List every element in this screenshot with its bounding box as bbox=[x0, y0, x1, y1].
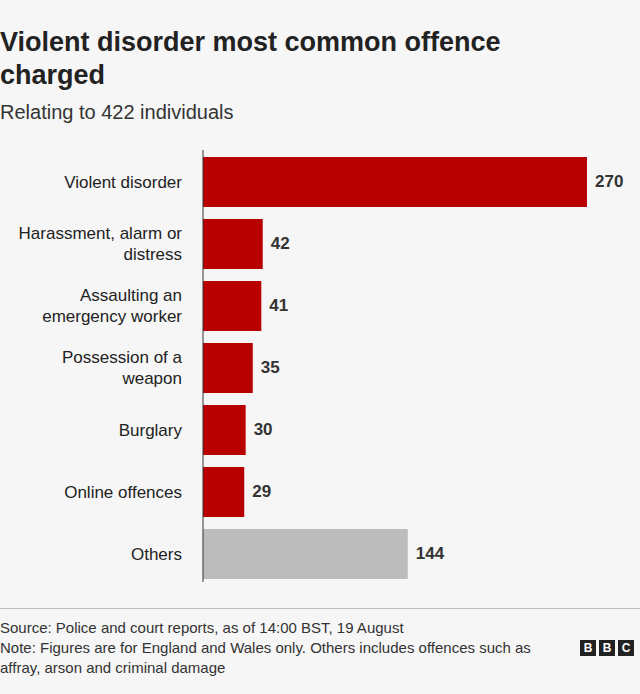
data-label: 270 bbox=[595, 172, 623, 192]
chart-root: Violent disorder most common offence cha… bbox=[0, 0, 640, 694]
category-label: Assaulting an emergency worker bbox=[0, 281, 182, 331]
footer-rule bbox=[0, 608, 640, 609]
bars bbox=[203, 157, 587, 579]
data-label: 29 bbox=[252, 482, 271, 502]
category-label: Others bbox=[0, 529, 182, 579]
category-label: Burglary bbox=[0, 405, 182, 455]
category-label: Possession of a weapon bbox=[0, 343, 182, 393]
title: Violent disorder most common offence cha… bbox=[0, 26, 560, 92]
bar bbox=[203, 343, 253, 393]
subtitle: Relating to 422 individuals bbox=[0, 100, 600, 124]
bar bbox=[203, 405, 246, 455]
plot-svg bbox=[0, 0, 640, 694]
data-label: 42 bbox=[271, 234, 290, 254]
category-label: Violent disorder bbox=[0, 157, 182, 207]
source: Source: Police and court reports, as of … bbox=[0, 618, 560, 638]
logo-letter: C bbox=[618, 640, 634, 656]
bar bbox=[203, 219, 263, 269]
note: Note: Figures are for England and Wales … bbox=[0, 638, 552, 678]
logo: BBC bbox=[580, 640, 634, 656]
bar bbox=[203, 281, 261, 331]
bar bbox=[203, 529, 408, 579]
logo-letter: B bbox=[580, 640, 596, 656]
data-label: 144 bbox=[416, 544, 444, 564]
data-label: 30 bbox=[254, 420, 273, 440]
data-label: 41 bbox=[269, 296, 288, 316]
data-label: 35 bbox=[261, 358, 280, 378]
bar bbox=[203, 157, 587, 207]
bar bbox=[203, 467, 244, 517]
category-label: Harassment, alarm or distress bbox=[0, 219, 182, 269]
axis-line bbox=[203, 150, 204, 582]
logo-letter: B bbox=[599, 640, 615, 656]
category-label: Online offences bbox=[0, 467, 182, 517]
